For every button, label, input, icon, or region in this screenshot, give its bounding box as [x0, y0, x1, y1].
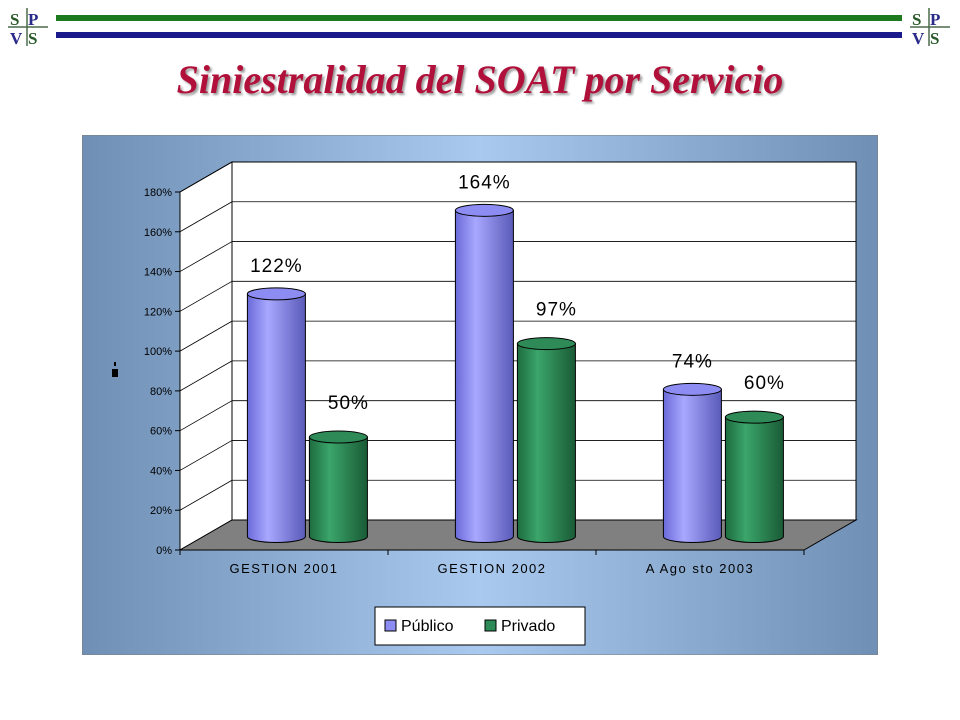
gridline-side	[179, 440, 233, 471]
bar-privado-cap	[516, 337, 576, 351]
svg-text:P: P	[930, 10, 940, 29]
data-label-privado: 60%	[744, 373, 785, 394]
page-title: Siniestralidad del SOAT por Servicio	[176, 57, 784, 102]
bar-privado	[308, 436, 368, 543]
bar-privado-cap	[308, 430, 368, 444]
legend-swatch-privado	[484, 619, 497, 632]
gridline-side	[179, 400, 233, 432]
bar-publico-cap	[454, 203, 514, 217]
svg-text:S: S	[28, 29, 37, 46]
plot-side-wall	[179, 161, 233, 551]
y-tick-label: 100%	[144, 346, 172, 358]
y-tick-label: 0%	[156, 545, 172, 557]
bar-publico	[454, 209, 514, 543]
spvs-logo-right: S P V S	[910, 8, 950, 48]
legend-swatch-publico	[384, 619, 397, 632]
svg-text:V: V	[912, 29, 925, 46]
y-tick-label: 40%	[150, 465, 172, 477]
svg-text:S: S	[10, 10, 19, 29]
y-tick-label: 80%	[150, 386, 172, 398]
y-tick-label: 20%	[150, 505, 172, 517]
legend-label-privado: Privado	[501, 618, 555, 635]
svg-text:S: S	[930, 29, 939, 46]
data-label-privado: 50%	[328, 393, 369, 414]
gridline-side	[179, 241, 233, 272]
svg-text:V: V	[10, 29, 23, 46]
bar-privado	[516, 343, 576, 543]
gridline-side	[179, 360, 233, 392]
svg-text:S: S	[912, 10, 921, 29]
bar-publico	[246, 293, 306, 543]
header-rule-navy	[56, 32, 902, 38]
header-rule-green	[56, 15, 902, 21]
bar-privado-cap	[724, 410, 784, 424]
y-tick-label: 160%	[144, 227, 172, 239]
svg-text:P: P	[28, 10, 38, 29]
y-tick-label: 180%	[144, 187, 172, 199]
x-category-label: GESTION 2001	[229, 561, 338, 576]
data-label-publico: 164%	[458, 172, 511, 193]
gridline-side	[179, 280, 233, 312]
y-axis-marker	[112, 369, 118, 377]
gridline-side	[179, 161, 233, 193]
bar-publico-cap	[662, 382, 722, 396]
y-axis-marker-tick	[114, 362, 116, 366]
bar-publico	[662, 388, 722, 543]
y-tick-label: 140%	[144, 267, 172, 279]
bar-chart: 0% 20% 40% 60% 80% 100% 120% 140% 160% 180% GESTIO…	[82, 135, 878, 655]
bar-publico-cap	[246, 287, 306, 301]
data-label-publico: 74%	[672, 351, 713, 372]
gridline-side	[179, 320, 233, 352]
x-category-label: GESTION 2002	[437, 561, 546, 576]
x-category-label: A Ago sto 2003	[646, 561, 754, 576]
y-tick-label: 120%	[144, 306, 172, 318]
legend-box	[374, 606, 586, 646]
data-label-publico: 122%	[250, 256, 303, 277]
gridline-side	[179, 201, 233, 233]
gridline-side	[179, 479, 233, 511]
data-label-privado: 97%	[536, 300, 577, 321]
y-tick-label: 60%	[150, 426, 172, 438]
spvs-logo-left: S P V S	[8, 8, 48, 48]
bar-privado	[724, 416, 784, 543]
chart-container: 0% 20% 40% 60% 80% 100% 120% 140% 160% 180% GESTIO…	[82, 135, 878, 655]
legend-label-publico: Público	[401, 618, 454, 635]
